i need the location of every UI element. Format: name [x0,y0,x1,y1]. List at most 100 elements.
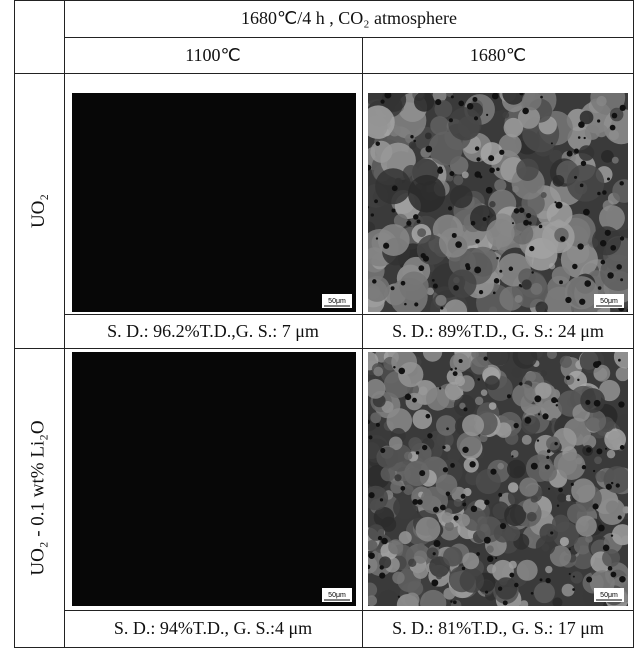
pore [414,302,418,306]
image-background [72,352,356,606]
grain [489,402,497,410]
pore [405,394,412,401]
pore [529,246,534,251]
pore [431,579,438,586]
grain [585,125,600,140]
pore [577,243,583,249]
pore [618,359,621,362]
pore [546,456,549,459]
grain [545,566,552,573]
grain [599,498,626,525]
pore [537,439,539,441]
pore [489,167,495,173]
pore [462,447,468,453]
pore [368,552,374,558]
pore [404,303,407,306]
pore [597,119,600,122]
pore [507,394,511,398]
grain [546,436,560,450]
pore [602,190,606,194]
pore [453,600,457,604]
pore [620,278,623,281]
pore [448,206,452,210]
pore [376,237,378,239]
micrograph: 50μm [368,93,628,312]
pore [569,573,571,575]
pore [479,290,483,294]
grain [496,422,512,438]
pore [509,267,513,271]
grain [475,397,483,405]
pore [427,433,432,438]
grain [509,561,517,569]
pore [474,116,478,120]
grain [553,175,565,187]
pore [467,103,473,109]
grain [576,516,597,537]
pore [369,492,375,498]
grain [518,107,540,129]
grain [399,272,428,301]
pore [584,280,591,287]
pore [413,140,416,143]
pore [586,447,592,453]
grain [414,550,427,563]
pore [558,488,563,493]
pore [572,264,577,269]
grain [534,582,555,603]
grain [408,175,446,213]
pore [472,97,477,102]
pore [483,217,487,221]
pore [485,591,488,594]
grain [439,228,469,258]
grain [522,435,532,445]
pore [618,515,622,519]
pore [560,236,566,242]
grain [462,553,479,570]
pore [616,264,622,270]
pore [450,600,452,602]
grain [497,463,504,470]
pore [493,291,496,294]
grain [571,571,583,583]
pore [450,463,455,468]
pore [380,100,384,104]
grain [517,560,538,581]
caption: S. D.: 94%T.D., G. S.:4 μm [64,610,362,647]
pore [499,270,502,273]
pore [380,565,384,569]
pore [554,201,556,203]
pore [475,239,480,244]
pore [477,378,480,381]
pore [433,540,440,547]
pore [401,281,406,286]
micrograph: 50μm [72,93,356,312]
caption: S. D.: 96.2%T.D.,G. S.: 7 μm [64,314,362,348]
pore [440,307,443,310]
pore [620,445,625,450]
grain [398,362,423,387]
pore [500,523,506,529]
pore [574,176,577,179]
pore [449,171,454,176]
pore [514,423,519,428]
pore [616,483,620,487]
grain [508,482,518,492]
grain [515,295,523,303]
pore [487,556,493,562]
pore [412,398,417,403]
pore [607,272,613,278]
grain [425,132,432,139]
grain [448,269,476,297]
pore [608,566,613,571]
grain [455,376,465,386]
grain [580,388,605,413]
grain [607,450,615,458]
pore [605,230,611,236]
pore [471,506,477,512]
grain [443,547,463,567]
grain [531,495,538,502]
grain [417,228,426,237]
pore [483,356,487,360]
pore [559,280,563,284]
